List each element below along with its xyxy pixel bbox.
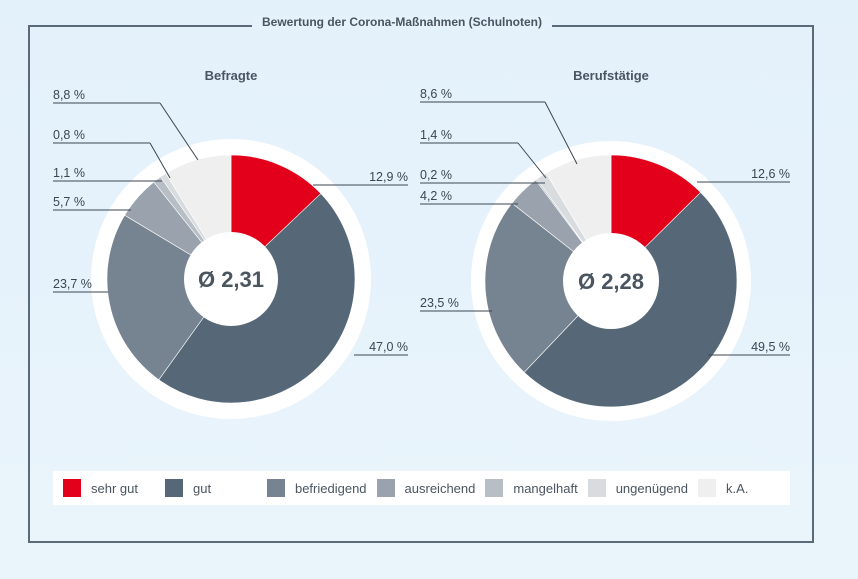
legend-swatch: [164, 479, 183, 497]
legend-swatch: [485, 479, 504, 497]
data-label: 8,6 %: [420, 87, 452, 101]
data-label: 8,8 %: [53, 88, 85, 102]
legend-label: befriedigend: [294, 480, 367, 496]
pie-slice: [106, 214, 232, 381]
legend-item-ausreichend: ausreichend: [367, 479, 476, 497]
data-label: 23,5 %: [420, 296, 459, 310]
center-average-label: Ø 2,31: [198, 267, 264, 292]
data-label: 49,5 %: [751, 340, 790, 354]
legend-item-gut: gut: [155, 479, 257, 497]
legend-label: mangelhaft: [513, 480, 578, 496]
legend: sehr gut gut befriedigend ausreichend ma…: [53, 471, 790, 505]
legend-item-sehr-gut: sehr gut: [53, 479, 155, 497]
data-label: 23,7 %: [53, 277, 92, 291]
leader-line: [517, 142, 547, 179]
legend-label: ausreichend: [404, 480, 476, 496]
data-label: 0,2 %: [420, 168, 452, 182]
legend-label: ungenügend: [615, 480, 688, 496]
data-label: 0,8 %: [53, 128, 85, 142]
data-label: 5,7 %: [53, 195, 85, 209]
legend-swatch: [63, 479, 81, 497]
leader-line: [159, 102, 199, 161]
data-label: 12,6 %: [751, 167, 790, 181]
legend-swatch: [376, 479, 395, 497]
pie-slice: [484, 202, 612, 373]
donut-hole: [184, 232, 278, 326]
pie-subtitle: Berufstätige: [573, 68, 649, 83]
data-label: 47,0 %: [369, 340, 408, 354]
legend-item-befriedigend: befriedigend: [257, 479, 367, 497]
leader-line: [544, 101, 578, 165]
legend-swatch: [587, 479, 606, 497]
donut-hole: [563, 233, 659, 329]
legend-label: k.A.: [726, 480, 749, 496]
data-label: 12,9 %: [369, 170, 408, 184]
legend-item-mangelhaft: mangelhaft: [475, 479, 578, 497]
legend-swatch: [698, 479, 716, 497]
data-label: 1,4 %: [420, 128, 452, 142]
legend-label: sehr gut: [91, 480, 138, 496]
data-label: 4,2 %: [420, 189, 452, 203]
data-label: 1,1 %: [53, 166, 85, 180]
center-average-label: Ø 2,28: [578, 269, 644, 294]
leader-line: [149, 142, 171, 179]
legend-item-ungenuegend: ungenügend: [578, 479, 688, 497]
legend-swatch: [266, 479, 285, 497]
chart-title: Bewertung der Corona-Maßnahmen (Schulnot…: [252, 15, 553, 29]
legend-item-ka: k.A.: [688, 479, 790, 497]
pie-subtitle: Befragte: [205, 68, 258, 83]
legend-label: gut: [192, 480, 212, 496]
